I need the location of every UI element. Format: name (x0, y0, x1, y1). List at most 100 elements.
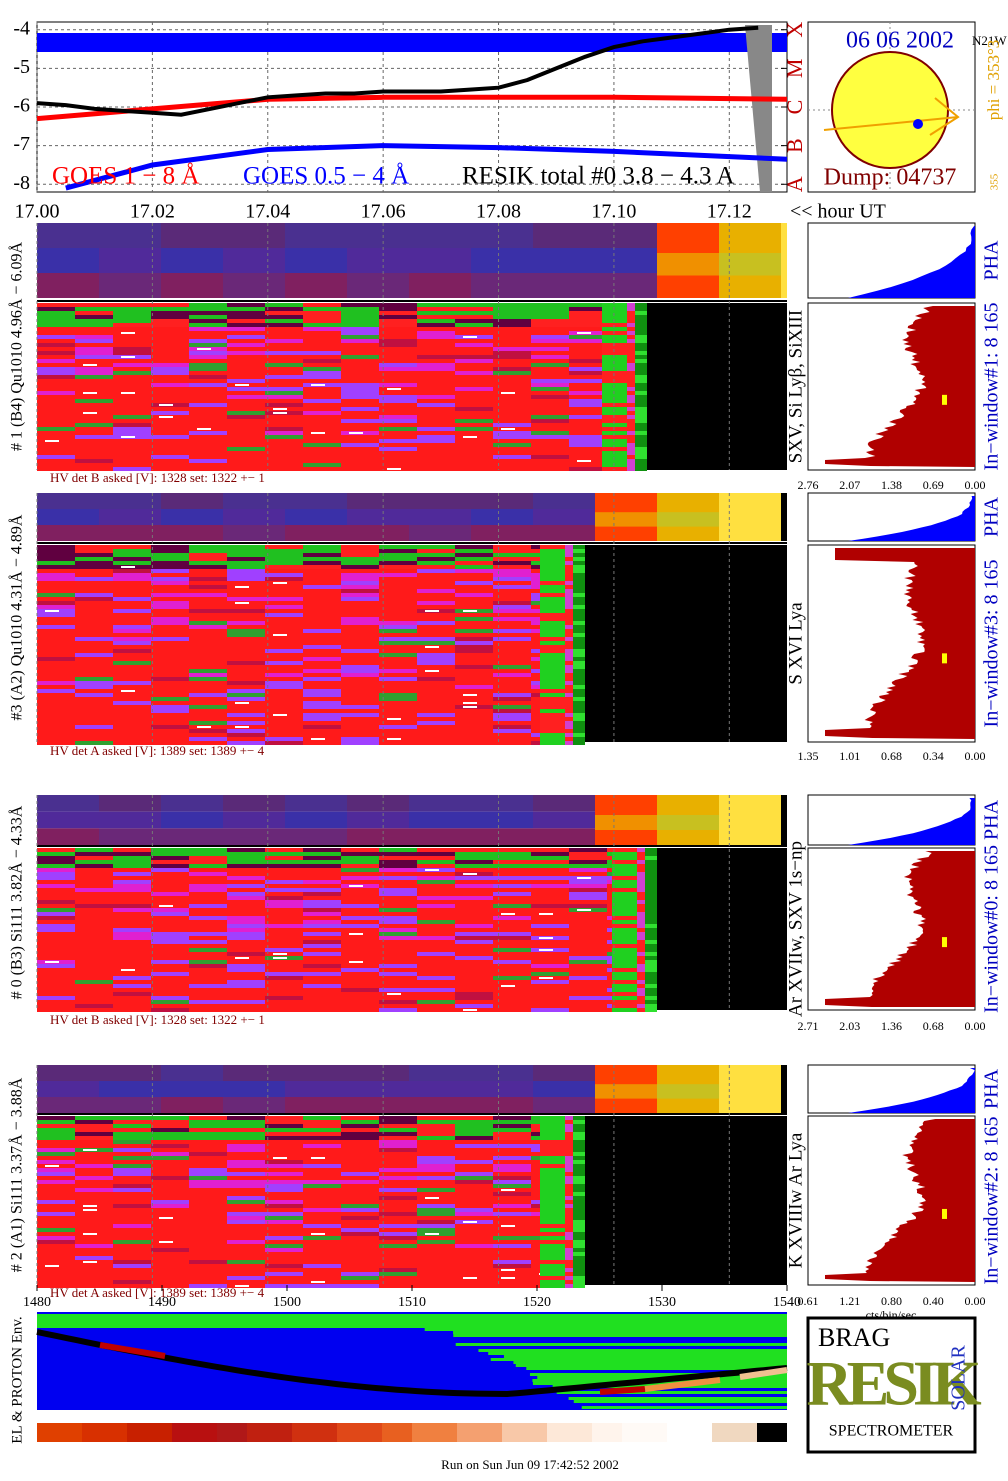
spectrogram-cell (455, 303, 493, 307)
spectrogram-cell (540, 1224, 565, 1228)
spectrogram-cell (265, 1152, 303, 1156)
spectrogram-cell (341, 311, 379, 315)
spectrogram-cell (540, 1204, 565, 1208)
spectrogram-cell (265, 721, 303, 725)
spectrogram-cell (645, 904, 657, 908)
spectrogram-cell (113, 1212, 151, 1216)
spectrogram-cell (227, 431, 265, 435)
spectrogram-cell (531, 1164, 540, 1168)
spectrogram-cell (569, 355, 602, 359)
spectrogram-cell (531, 1184, 540, 1188)
spectrogram-cell (113, 625, 151, 629)
spectrogram-cell (493, 1136, 531, 1140)
spectrogram-cell (75, 1200, 113, 1204)
spectrogram-cell (265, 609, 303, 613)
spectrogram-cell (265, 423, 303, 427)
window-marker (942, 1208, 947, 1219)
spectrogram-cell (565, 605, 573, 609)
spectrogram-cell (45, 1165, 59, 1167)
pha-cell (533, 795, 595, 812)
spectrogram-cell (455, 984, 493, 988)
spectrogram-cell (417, 860, 455, 864)
flux-strip-cell (217, 1423, 232, 1442)
spectrogram-cell (612, 876, 637, 880)
x-tick-label: 17.06 (361, 201, 406, 223)
spectrogram-cell (83, 1261, 97, 1263)
pha-cell (409, 509, 471, 525)
spectrogram-cell (531, 427, 569, 431)
spectrogram-cell (531, 689, 540, 693)
spectrogram-cell (341, 557, 379, 561)
spectrogram-cell (612, 948, 637, 952)
spectrogram-cell (341, 868, 379, 872)
pha-cell (471, 811, 533, 829)
spectrogram-cell (151, 1140, 189, 1144)
hv-label: HV det B asked [V]: 1328 set: 1322 +− 1 (50, 470, 265, 485)
spectrogram-cell (417, 443, 455, 447)
spectrogram-cell (602, 331, 627, 335)
spectrogram-cell (303, 621, 341, 625)
spectrogram-cell (565, 1188, 573, 1192)
spectrogram-cell (565, 701, 573, 705)
spectrogram-cell (341, 323, 379, 327)
spectrogram-cell (417, 892, 455, 896)
spectrogram-cell (493, 653, 531, 657)
spectrogram-cell (75, 701, 113, 705)
spectrogram-cell (565, 1284, 573, 1288)
spectrogram-cell (75, 335, 113, 339)
spectrogram-cell (417, 439, 455, 443)
spectrogram-cell (189, 1120, 227, 1124)
spectrogram-cell (151, 984, 189, 988)
spectrogram-cell (303, 367, 341, 371)
spectrogram-cell (265, 573, 303, 577)
spectrogram-cell (303, 561, 341, 565)
spectrogram-cell (531, 924, 569, 928)
spectrogram-cell (531, 721, 540, 725)
spectrogram-cell (565, 1252, 573, 1256)
spectrogram-cell (151, 411, 189, 415)
spectrogram-cell (455, 1148, 493, 1152)
spectrogram-cell (303, 439, 341, 443)
spectrogram-cell (273, 953, 287, 955)
spectrogram-cell (189, 665, 227, 669)
spectrogram-cell (493, 717, 531, 721)
spectrogram-cell (531, 852, 569, 856)
spectrogram-cell (265, 932, 303, 936)
spectrogram-cell (602, 355, 627, 359)
spectrogram-cell (235, 726, 249, 728)
spectrogram-cell (455, 451, 493, 455)
pha-cell (161, 493, 223, 509)
spectrogram-cell (37, 1220, 75, 1224)
spectrogram-cell (341, 355, 379, 359)
spectrogram-cell (602, 435, 627, 439)
spectrogram-cell (379, 1208, 417, 1212)
spectrogram-cell (341, 609, 379, 613)
spectrogram-cell (151, 1176, 189, 1180)
spectrogram-cell (341, 335, 379, 339)
pha-cell (99, 509, 161, 525)
spectrogram-cell (565, 625, 573, 629)
spectrogram-cell (573, 1224, 585, 1228)
spectrogram-cell (607, 968, 612, 972)
spectrogram-cell (493, 685, 531, 689)
spectrogram-cell (75, 641, 113, 645)
spectrogram-cell (602, 375, 627, 379)
spectrogram-cell (75, 311, 113, 315)
env-band (424, 1328, 787, 1331)
spectrogram-cell (341, 1212, 379, 1216)
spectrogram-cell (151, 1168, 189, 1172)
spectrogram-cell (417, 1268, 455, 1272)
spectrogram-cell (151, 1008, 189, 1012)
scale-label: 0.00 (965, 749, 986, 763)
spectrogram-cell (227, 657, 265, 661)
flux-strip-cell (247, 1423, 262, 1442)
spectrogram-cell (151, 553, 189, 557)
spectrogram-cell (531, 633, 540, 637)
spectrogram-cell (455, 1168, 493, 1172)
spectrogram-cell (113, 423, 151, 427)
spectrogram-cell (113, 872, 151, 876)
spectrogram-cell (151, 311, 189, 315)
flux-strip-cell (442, 1423, 457, 1442)
pha-cell (161, 828, 223, 845)
pha-cell (347, 1097, 409, 1113)
